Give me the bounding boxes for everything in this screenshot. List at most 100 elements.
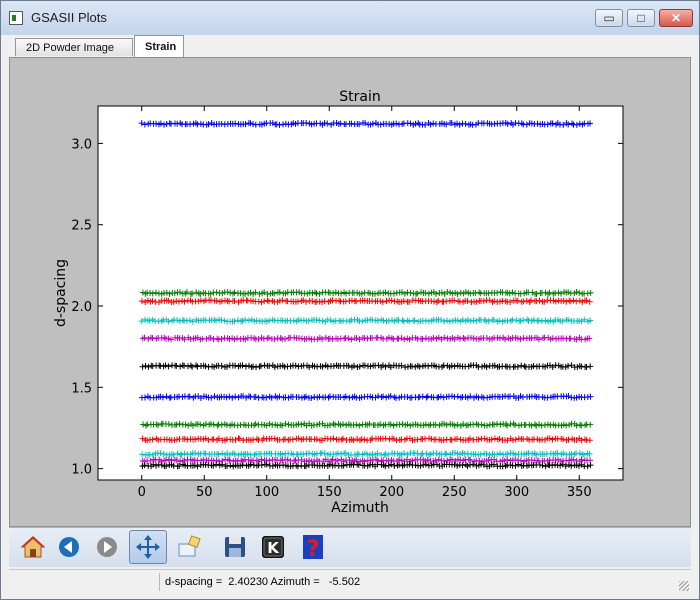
save-button[interactable] — [219, 532, 251, 562]
data-point — [268, 394, 275, 401]
data-point — [213, 297, 220, 304]
data-point — [213, 289, 220, 296]
data-point — [234, 335, 241, 342]
data-point — [318, 437, 325, 444]
data-point — [348, 297, 355, 304]
data-point — [529, 450, 536, 457]
data-point — [431, 298, 438, 305]
data-point — [158, 462, 165, 469]
forward-button[interactable] — [91, 532, 123, 562]
data-point — [587, 462, 594, 469]
data-point — [483, 450, 490, 457]
data-point — [229, 394, 236, 401]
data-point — [514, 363, 521, 370]
data-point — [174, 450, 181, 457]
data-point — [138, 318, 145, 325]
data-point — [586, 437, 593, 444]
data-point — [308, 121, 315, 128]
data-point — [313, 436, 320, 443]
data-point — [336, 297, 343, 304]
data-point — [422, 461, 429, 468]
plot-canvas[interactable]: Strain Azimuth d-spacing 0 50 100 150 200 250… — [9, 57, 691, 527]
data-point — [504, 120, 511, 127]
data-point — [462, 120, 469, 127]
data-point — [567, 298, 574, 305]
back-button[interactable] — [53, 532, 85, 562]
data-point — [208, 394, 215, 401]
data-point — [533, 451, 540, 458]
data-point — [406, 318, 413, 325]
data-point — [230, 290, 237, 297]
data-point — [271, 290, 278, 297]
keypress-button[interactable]: K — [257, 532, 289, 562]
resize-grip-icon[interactable] — [679, 581, 689, 591]
data-point — [335, 450, 342, 457]
data-point — [583, 297, 590, 304]
data-point — [512, 436, 519, 443]
data-point — [170, 298, 177, 305]
data-point — [459, 462, 466, 469]
data-point — [538, 318, 545, 325]
data-point — [205, 121, 212, 128]
data-point — [454, 421, 461, 428]
data-point — [472, 289, 479, 296]
data-point — [184, 436, 191, 443]
data-point — [444, 335, 451, 342]
data-point — [382, 289, 389, 296]
data-point — [218, 362, 225, 369]
data-point — [218, 298, 225, 305]
data-point — [504, 422, 511, 429]
data-point — [565, 289, 572, 296]
data-point — [457, 436, 464, 443]
data-point — [444, 457, 451, 464]
data-point — [266, 420, 273, 427]
data-point — [258, 462, 265, 469]
data-point — [466, 435, 473, 442]
data-point — [560, 436, 567, 443]
data-point — [542, 422, 549, 429]
series-ring-10 — [139, 450, 593, 458]
title-bar[interactable]: GSASII Plots ▭ □ ✕ — [1, 1, 699, 35]
status-field-left — [9, 573, 160, 591]
data-point — [187, 121, 194, 128]
data-point — [279, 297, 286, 304]
data-point — [529, 289, 536, 296]
data-point — [578, 318, 585, 325]
data-point — [142, 316, 149, 323]
data-point — [412, 120, 419, 127]
data-point — [549, 462, 556, 469]
help-button[interactable]: ? — [297, 532, 329, 562]
data-point — [587, 289, 594, 296]
pan-button[interactable] — [129, 530, 167, 564]
data-point — [382, 435, 389, 442]
series-ring-4 — [138, 316, 594, 325]
tab-strain[interactable]: Strain — [134, 35, 184, 57]
data-point — [541, 436, 548, 443]
zoom-icon — [178, 535, 201, 557]
data-point — [184, 363, 191, 370]
data-point — [271, 364, 278, 371]
maximize-button[interactable]: □ — [627, 9, 655, 27]
data-point — [244, 450, 251, 457]
data-point — [573, 289, 580, 296]
series-ring-1 — [138, 119, 594, 128]
data-point — [181, 362, 188, 369]
home-button[interactable] — [17, 532, 49, 562]
zoom-button[interactable] — [173, 532, 205, 562]
data-point — [319, 363, 326, 370]
data-point — [396, 456, 403, 463]
data-point — [435, 297, 442, 304]
data-point — [502, 363, 509, 370]
data-point — [139, 363, 146, 370]
data-point — [383, 394, 390, 401]
close-button[interactable]: ✕ — [659, 9, 693, 27]
tab-2d-powder-image[interactable]: 2D Powder Image — [15, 38, 133, 56]
data-point — [483, 334, 490, 341]
data-point — [298, 421, 305, 428]
data-point — [343, 290, 350, 297]
data-point — [478, 421, 485, 428]
data-point — [385, 451, 392, 458]
data-point — [475, 436, 482, 443]
data-point — [327, 317, 334, 324]
minimize-button[interactable]: ▭ — [595, 9, 623, 27]
